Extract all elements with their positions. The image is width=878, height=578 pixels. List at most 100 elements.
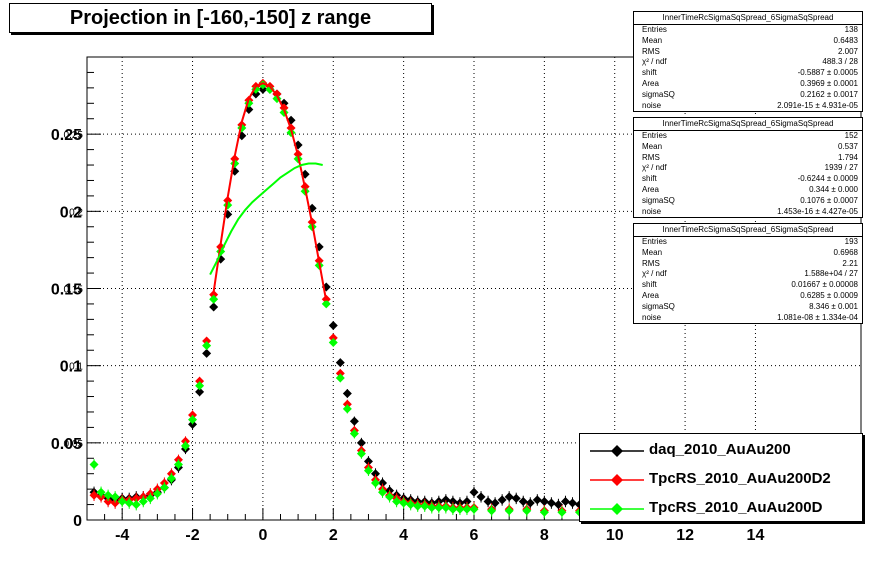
stats-row: shift -0.5887 ± 0.0005 (634, 68, 862, 79)
x-tick-label: 4 (399, 527, 408, 544)
legend-label-tpcrs-d2: TpcRS_2010_AuAu200D2 (649, 470, 831, 487)
series-tpcrs-d-point (539, 507, 549, 517)
series-daq-point (568, 498, 578, 508)
stats-value: 2.091e-15 ± 4.931e-05 (777, 100, 858, 110)
stats-row: χ² / ndf 488.3 / 28 (634, 57, 862, 68)
series-tpcrs-d-point (195, 381, 205, 391)
stats-label: shift (642, 280, 657, 290)
series-daq-point (469, 487, 479, 497)
series-tpcrs-d-point (356, 449, 366, 459)
stats-header: InnerTimeRcSigmaSqSpread_6SigmaSqSpread (634, 12, 862, 25)
series-daq-point (209, 302, 219, 312)
series-daq-point (378, 478, 388, 488)
series-daq-point (202, 348, 212, 358)
series-tpcrs-d-point (166, 473, 176, 483)
stats-row: Entries 152 (634, 131, 862, 142)
y-tick-label: 0.05 (51, 436, 82, 453)
stats-box-tpcrs-d: InnerTimeRcSigmaSqSpread_6SigmaSqSpread E… (633, 223, 863, 325)
stats-label: shift (642, 68, 657, 78)
series-tpcrs-d2-point (103, 496, 113, 506)
series-tpcrs-d-point (335, 373, 345, 383)
series-daq-point (539, 496, 549, 506)
series-daq-point (328, 321, 338, 331)
series-tpcrs-d-point (138, 496, 148, 506)
series-tpcrs-d-point (370, 478, 380, 488)
series-daq-point (490, 498, 500, 508)
series-tpcrs-d-point (392, 496, 402, 506)
y-tick-label-small: 0.2 (69, 207, 83, 218)
series-tpcrs-d-point (202, 341, 212, 351)
legend-item-tpcrs-d2: TpcRS_2010_AuAu200D2 (580, 465, 862, 494)
stats-box-daq: InnerTimeRcSigmaSqSpread_6SigmaSqSpread E… (633, 11, 863, 113)
stats-row: Mean 0.6483 (634, 36, 862, 47)
series-tpcrs-d-point (522, 506, 532, 516)
x-tick-label: 2 (329, 527, 338, 544)
y-tick-label: 0.1 (60, 359, 82, 376)
y-tick-label-small: 0.25 (64, 130, 84, 141)
legend: daq_2010_AuAu200 TpcRS_2010_AuAu200D2 Tp… (579, 433, 863, 522)
series-tpcrs-d-point (188, 415, 198, 425)
series-daq-point (532, 495, 542, 505)
legend-item-tpcrs-d: TpcRS_2010_AuAu200D (580, 494, 862, 523)
stats-label: Area (642, 184, 659, 194)
x-tick-label: 10 (606, 527, 624, 544)
stats-row: Entries 193 (634, 237, 862, 248)
stats-value: 1.588e+04 / 27 (804, 269, 858, 279)
series-tpcrs-d2-point (342, 399, 352, 409)
stats-value: 1.794 (837, 152, 858, 162)
series-tpcrs-d-point (152, 489, 162, 499)
x-tick-label: 6 (470, 527, 479, 544)
stats-row: sigmaSQ 0.1076 ± 0.0007 (634, 196, 862, 207)
stats-row: sigmaSQ 0.2162 ± 0.0017 (634, 90, 862, 101)
stats-row: Entries 138 (634, 25, 862, 36)
x-tick-label: 8 (540, 527, 549, 544)
stats-value: 0.6968 (833, 247, 858, 257)
series-tpcrs-d-point (89, 459, 99, 469)
stats-label: noise (642, 100, 662, 110)
series-daq-point (511, 493, 521, 503)
series-tpcrs-d-point (342, 404, 352, 414)
x-tick-label: 12 (676, 527, 694, 544)
series-tpcrs-d-point (427, 503, 437, 513)
stats-value: 1.081e-08 ± 1.334e-04 (777, 312, 858, 322)
series-tpcrs-d-point (462, 504, 472, 514)
legend-marker-tpcrs-d2 (590, 474, 644, 486)
series-daq-point (476, 492, 486, 502)
stats-value: 0.2162 ± 0.0017 (800, 89, 858, 99)
stats-value: 0.01667 ± 0.00008 (791, 280, 858, 290)
legend-item-daq: daq_2010_AuAu200 (580, 436, 862, 465)
series-daq-point (335, 358, 345, 368)
series-daq-point (349, 416, 359, 426)
y-tick-label-small: 0.1 (69, 362, 83, 373)
stats-label: shift (642, 174, 657, 184)
stats-label: Area (642, 78, 659, 88)
x-tick-label: 0 (258, 527, 267, 544)
series-tpcrs-d-point (399, 498, 409, 508)
series-daq-point (195, 387, 205, 397)
stats-row: RMS 2.21 (634, 259, 862, 270)
stats-row: Area 0.344 ± 0.000 (634, 185, 862, 196)
stats-label: sigmaSQ (642, 195, 675, 205)
legend-label-daq: daq_2010_AuAu200 (649, 441, 791, 458)
stats-row: noise 1.453e-16 ± 4.427e-05 (634, 207, 862, 218)
stats-row: Mean 0.6968 (634, 248, 862, 259)
series-daq-point (356, 438, 366, 448)
stats-value: -0.6244 ± 0.0009 (797, 174, 858, 184)
series-tpcrs-d-point (209, 294, 219, 304)
stats-header: InnerTimeRcSigmaSqSpread_6SigmaSqSpread (634, 224, 862, 237)
stats-value: 1.453e-16 ± 4.427e-05 (777, 206, 858, 216)
series-tpcrs-d-point (441, 503, 451, 513)
stats-label: Mean (642, 247, 663, 257)
stats-header: InnerTimeRcSigmaSqSpread_6SigmaSqSpread (634, 118, 862, 131)
series-tpcrs-d-point (145, 493, 155, 503)
stats-label: RMS (642, 258, 660, 268)
series-tpcrs-d2-point (131, 493, 141, 503)
stats-value: 0.3969 ± 0.0001 (800, 78, 858, 88)
series-tpcrs-d-point (131, 500, 141, 510)
stats-row: noise 1.081e-08 ± 1.334e-04 (634, 313, 862, 324)
series-tpcrs-d-point (504, 506, 514, 516)
series-tpcrs-d-point (455, 504, 465, 514)
fit-curve (212, 82, 328, 301)
series-daq-point (363, 456, 373, 466)
series-tpcrs-d-point (321, 299, 331, 309)
